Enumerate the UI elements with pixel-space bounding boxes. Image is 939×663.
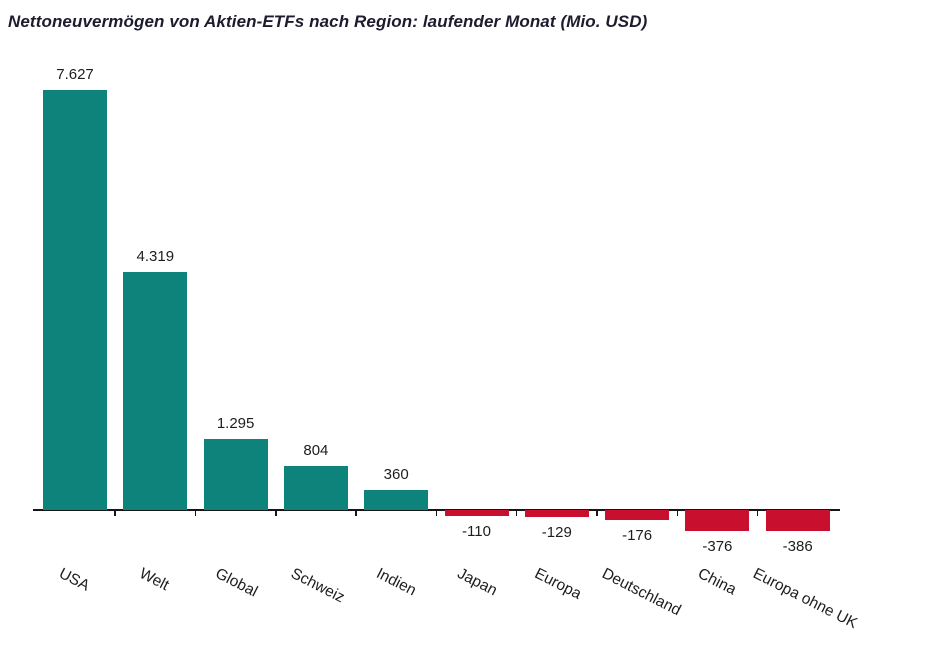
x-tick-label: Indien xyxy=(373,565,420,600)
bar-value-label: 4.319 xyxy=(136,248,175,266)
bar-china xyxy=(685,510,750,531)
bar-value-label: 804 xyxy=(303,441,329,459)
bar-value-label: 7.627 xyxy=(56,66,94,83)
bar-japan xyxy=(444,510,509,517)
bar-value-label: -129 xyxy=(541,524,572,542)
axis-tick xyxy=(756,510,759,516)
x-tick-label: Schweiz xyxy=(287,565,348,607)
axis-tick xyxy=(676,510,678,516)
bar-europa xyxy=(524,510,589,518)
axis-tick xyxy=(194,510,197,516)
bar-schweiz xyxy=(283,465,348,510)
bar-welt xyxy=(123,272,188,510)
bar-value-label: -176 xyxy=(622,526,653,544)
axis-tick xyxy=(435,510,438,516)
bar-europa-ohne-uk xyxy=(765,510,830,532)
bar-value-label: -386 xyxy=(782,538,813,556)
bar-deutschland xyxy=(605,510,670,520)
x-tick-label: USA xyxy=(56,565,93,595)
x-tick-label: Japan xyxy=(454,565,500,600)
bar-usa xyxy=(43,90,107,510)
axis-tick xyxy=(114,510,116,516)
bar-value-label: 1.295 xyxy=(216,414,255,432)
x-tick-label: Europa ohne UK xyxy=(749,565,860,633)
bar-indien xyxy=(364,490,429,510)
axis-tick xyxy=(515,510,518,516)
x-tick-label: Deutschland xyxy=(599,565,684,620)
x-tick-label: Global xyxy=(212,565,260,601)
x-tick-label: Welt xyxy=(136,565,172,595)
x-tick-label: China xyxy=(695,565,740,599)
x-tick-label: Europa xyxy=(531,565,584,603)
axis-tick xyxy=(355,510,357,516)
bar-value-label: -376 xyxy=(702,537,733,555)
bar-value-label: 360 xyxy=(383,466,409,484)
chart-title: Nettoneuvermögen von Aktien-ETFs nach Re… xyxy=(8,12,648,31)
bar-value-label: -110 xyxy=(462,523,491,541)
axis-tick xyxy=(596,510,598,516)
bar-global xyxy=(203,438,268,510)
axis-tick xyxy=(275,510,277,516)
